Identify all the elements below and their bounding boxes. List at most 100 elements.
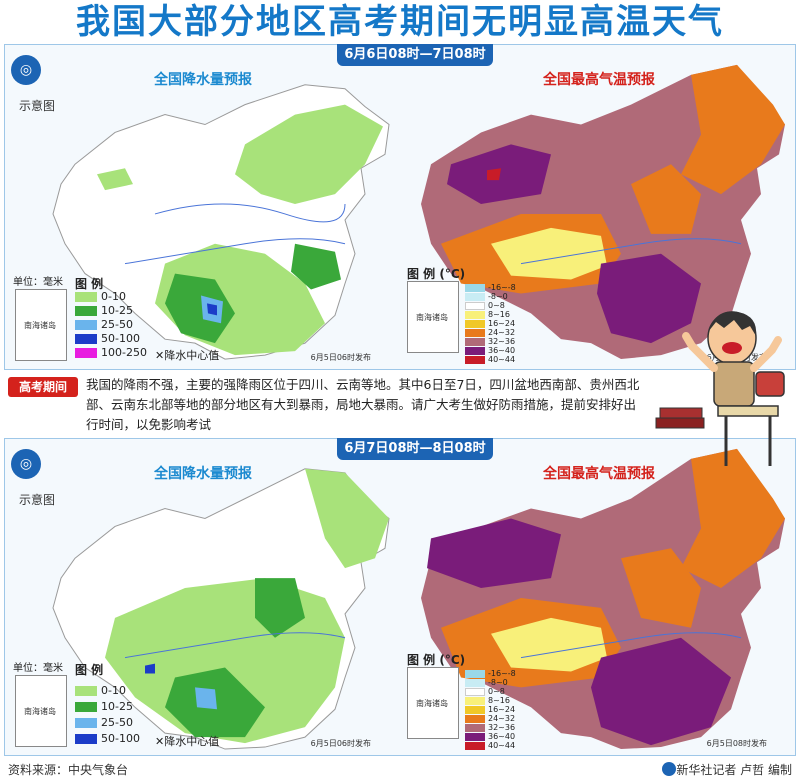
temp-area-south-hot (597, 253, 701, 344)
temp-map-graphic (421, 64, 785, 360)
legend-swatch (75, 292, 97, 302)
rain-area-xinjiang (97, 168, 133, 191)
temp-map-graphic (421, 448, 785, 750)
rain-legend-row: 10-25 (75, 701, 133, 713)
rain-issued-time: 6月5日06时发布 (310, 353, 371, 362)
legend-swatch (465, 346, 485, 355)
exam-note: 高考期间 我国的降雨不强，主要的强降雨区位于四川、云南等地。其中6日至7日，四川… (4, 373, 796, 435)
legend-swatch (75, 702, 97, 712)
temp-issued-time: 6月5日08时发布 (706, 739, 767, 748)
xinhua-logo-icon (662, 762, 676, 776)
rivers (520, 632, 742, 659)
legend-swatch (465, 301, 485, 310)
forecast-panel-day1: ◎ 全国降水量预报 示意图 单位：毫米 南海诸岛 图 例 0-10 10-25 … (4, 44, 796, 370)
temp-area-south-hot (591, 637, 731, 746)
rain-area-yunnan (195, 687, 217, 710)
legend-swatch (75, 686, 97, 696)
note-text: 我国的降雨不强，主要的强降雨区位于四川、云南等地。其中6日至7日，四川盆地西南部… (86, 377, 640, 432)
rain-area-mid (255, 578, 305, 638)
rain-legend-row: 100-250 (75, 347, 147, 359)
mascot-arm-left (682, 332, 718, 372)
legend-swatch (465, 705, 485, 714)
cma-logo: ◎ (11, 55, 41, 85)
rivers (520, 238, 742, 265)
temp-area-tibet-yellow (491, 227, 607, 280)
legend-swatch (465, 319, 485, 328)
sketch-label: 示意图 (19, 493, 56, 507)
rain-area-core (207, 303, 217, 316)
cma-logo: ◎ (11, 449, 41, 479)
sketch-label: 示意图 (19, 99, 56, 113)
temp-legend: 图 例 (°C) 南海诸岛 -16~-8 -8~0 0~8 8~16 16~24… (407, 265, 537, 365)
south-china-sea-inset: 南海诸岛 (407, 281, 459, 353)
rain-legend-heading: 图 例 (75, 663, 104, 677)
temp-legend-row: -8~0 (465, 292, 508, 301)
rain-legend-row: 50-100 (75, 333, 140, 345)
temp-legend-row: 32~36 (465, 337, 515, 346)
rain-issued-time: 6月5日06时发布 (310, 739, 371, 748)
rivers-2 (154, 203, 346, 223)
cross-icon: ✕ (155, 349, 165, 362)
legend-swatch (465, 355, 485, 364)
note-tag: 高考期间 (8, 377, 78, 397)
temp-legend-row: 40~44 (465, 355, 515, 364)
rain-map-day1: ◎ 全国降水量预报 示意图 单位：毫米 南海诸岛 图 例 0-10 10-25 … (5, 45, 401, 369)
date-range-tab: 6月7日08时—8日08时 (337, 438, 493, 460)
rain-legend-row: 10-25 (75, 305, 133, 317)
legend-swatch (465, 714, 485, 723)
temp-legend-row: -16~-8 (465, 283, 516, 292)
temp-legend-heading: 图 例 (°C) (407, 267, 466, 281)
temp-legend-row: -8~0 (465, 678, 508, 687)
rain-legend-row: 25-50 (75, 319, 133, 331)
rain-area-east (291, 243, 341, 290)
mascot-mouth (722, 342, 742, 354)
legend-swatch (465, 337, 485, 346)
temp-legend-heading: 图 例 (°C) (407, 653, 466, 667)
temp-area-north-orange (621, 548, 701, 628)
temp-legend-row: 8~16 (465, 696, 510, 705)
temp-legend-row: 36~40 (465, 732, 515, 741)
legend-swatch (75, 718, 97, 728)
bag (755, 371, 785, 397)
books (659, 407, 703, 419)
legend-swatch (75, 320, 97, 330)
temp-legend-row: 0~8 (465, 687, 505, 696)
legend-swatch (465, 741, 485, 750)
south-china-sea-inset: 南海诸岛 (15, 675, 67, 747)
rain-area-north (235, 104, 383, 205)
unit-label: 单位：毫米 (13, 663, 63, 674)
page-title: 我国大部分地区高考期间无明显高温天气 (76, 2, 724, 42)
rain-legend-row: 0-10 (75, 291, 126, 303)
temp-legend-row: 0~8 (465, 301, 505, 310)
rivers (124, 632, 346, 659)
temp-area-northeast (681, 448, 785, 589)
mascot-arm-right (750, 336, 782, 372)
temp-map-title: 全国最高气温预报 (543, 466, 655, 482)
temp-legend: 图 例 (°C) 南海诸岛 -16~-8 -8~0 0~8 8~16 16~24… (407, 651, 537, 751)
legend-swatch (465, 328, 485, 337)
temp-map-day1: 全国最高气温预报 图 例 (°C) 南海诸岛 -16~-8 -8~0 0~8 8… (401, 45, 797, 369)
legend-swatch (75, 306, 97, 316)
rain-map-graphic (52, 84, 390, 360)
temp-legend-row: -16~-8 (465, 669, 516, 678)
temp-map-day2: 全国最高气温预报 图 例 (°C) 南海诸岛 -16~-8 -8~0 0~8 8… (401, 439, 797, 755)
legend-swatch (465, 310, 485, 319)
legend-swatch (465, 678, 485, 687)
rain-map-title: 全国降水量预报 (154, 466, 252, 482)
temp-legend-row: 24~32 (465, 328, 515, 337)
legend-swatch (75, 348, 97, 358)
south-china-sea-inset: 南海诸岛 (15, 289, 67, 361)
desk (717, 405, 779, 417)
data-source: 资料来源：中央气象台 (8, 763, 129, 777)
mascot-hair (708, 311, 757, 336)
rain-area-sichuan (165, 273, 235, 344)
rain-legend-heading: 图 例 (75, 277, 104, 291)
rain-area-core (145, 663, 155, 674)
temp-area-north-orange (631, 164, 701, 234)
temp-map-title: 全国最高气温预报 (543, 72, 655, 88)
legend-swatch (465, 687, 485, 696)
rain-legend-row: 50-100 (75, 733, 140, 745)
student-mascot-illustration (655, 311, 785, 466)
mascot-body (713, 361, 755, 407)
temp-legend-row: 16~24 (465, 705, 515, 714)
